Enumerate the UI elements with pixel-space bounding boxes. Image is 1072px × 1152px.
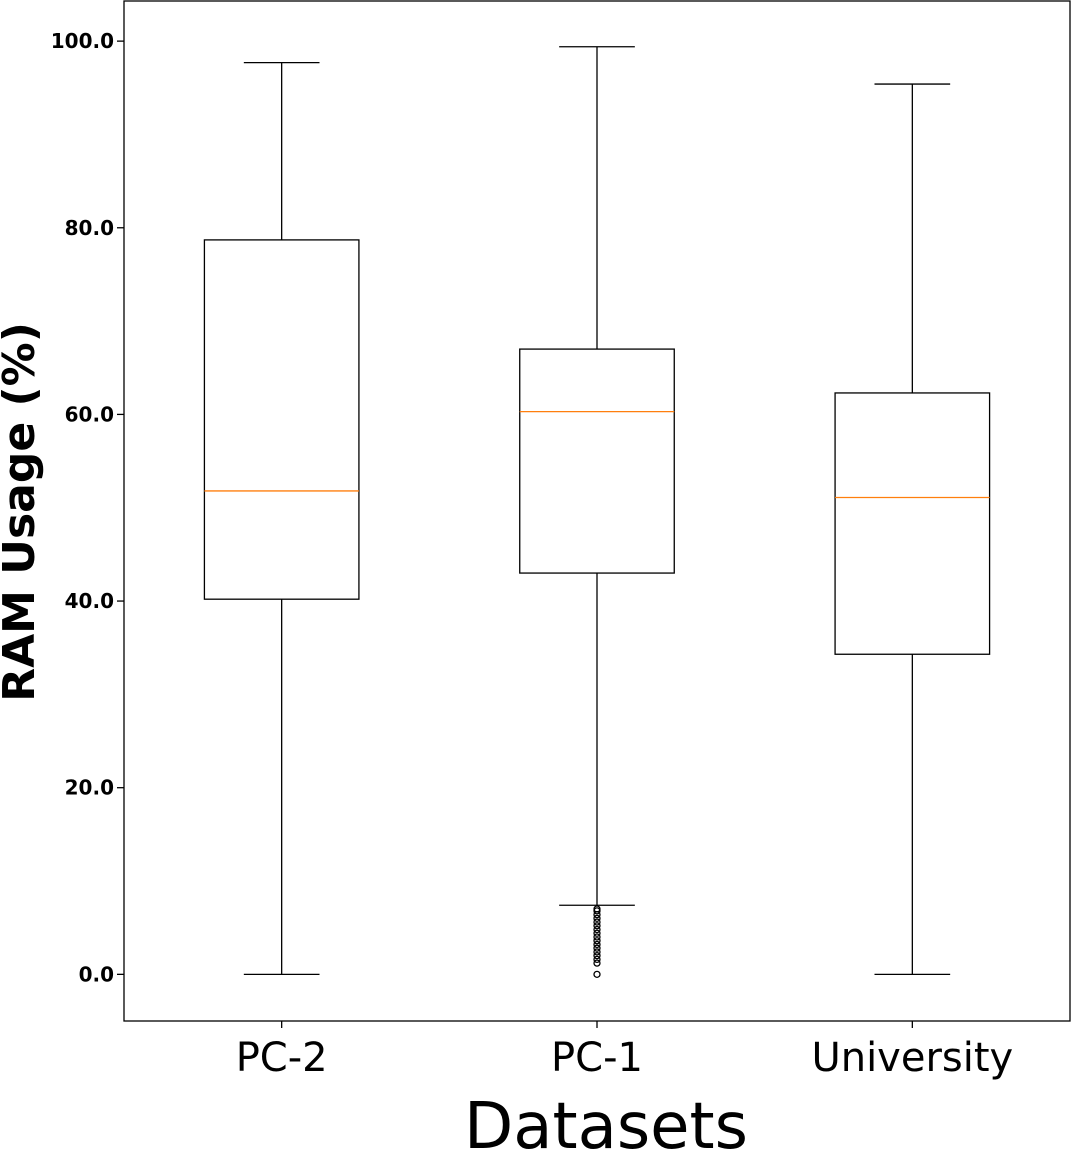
y-tick-label: 20.0 [65, 776, 114, 800]
outlier-point [593, 933, 601, 941]
outlier-point [593, 948, 601, 956]
outlier-point [593, 940, 601, 949]
outlier-point [593, 970, 601, 978]
outlier-point [593, 925, 601, 934]
outlier-point [593, 929, 601, 937]
y-tick-label: 60.0 [65, 402, 114, 426]
x-tick-label: PC-1 [551, 1035, 643, 1081]
x-axis: PC-2 PC-1 University [236, 1021, 1013, 1081]
y-tick-label: 0.0 [79, 962, 114, 986]
box-pc-2 [203, 61, 360, 975]
box-pc-1 [519, 46, 675, 978]
iqr-box [834, 392, 991, 655]
outlier-point [593, 905, 601, 913]
outlier-point [593, 922, 601, 930]
outlier-point [593, 952, 601, 960]
outlier-point [593, 918, 601, 926]
x-tick-label: PC-2 [236, 1035, 328, 1081]
y-tick-label: 100.0 [51, 29, 114, 53]
outlier-point [593, 955, 601, 964]
y-axis-label: RAM Usage (%) [0, 322, 45, 702]
outlier-point [593, 944, 601, 952]
box-series [203, 46, 991, 978]
x-axis-label: Datasets [464, 1090, 748, 1152]
outlier-point [593, 937, 601, 945]
outlier-point [593, 959, 601, 967]
outlier-point [593, 914, 601, 922]
x-tick-label: University [811, 1035, 1013, 1081]
iqr-box [519, 348, 675, 574]
y-tick-label: 40.0 [65, 589, 114, 613]
box-university [834, 83, 991, 975]
iqr-box [203, 239, 360, 600]
y-axis: 0.0 20.0 40.0 60.0 80.0 100.0 [51, 29, 124, 986]
y-tick-label: 80.0 [65, 216, 114, 240]
